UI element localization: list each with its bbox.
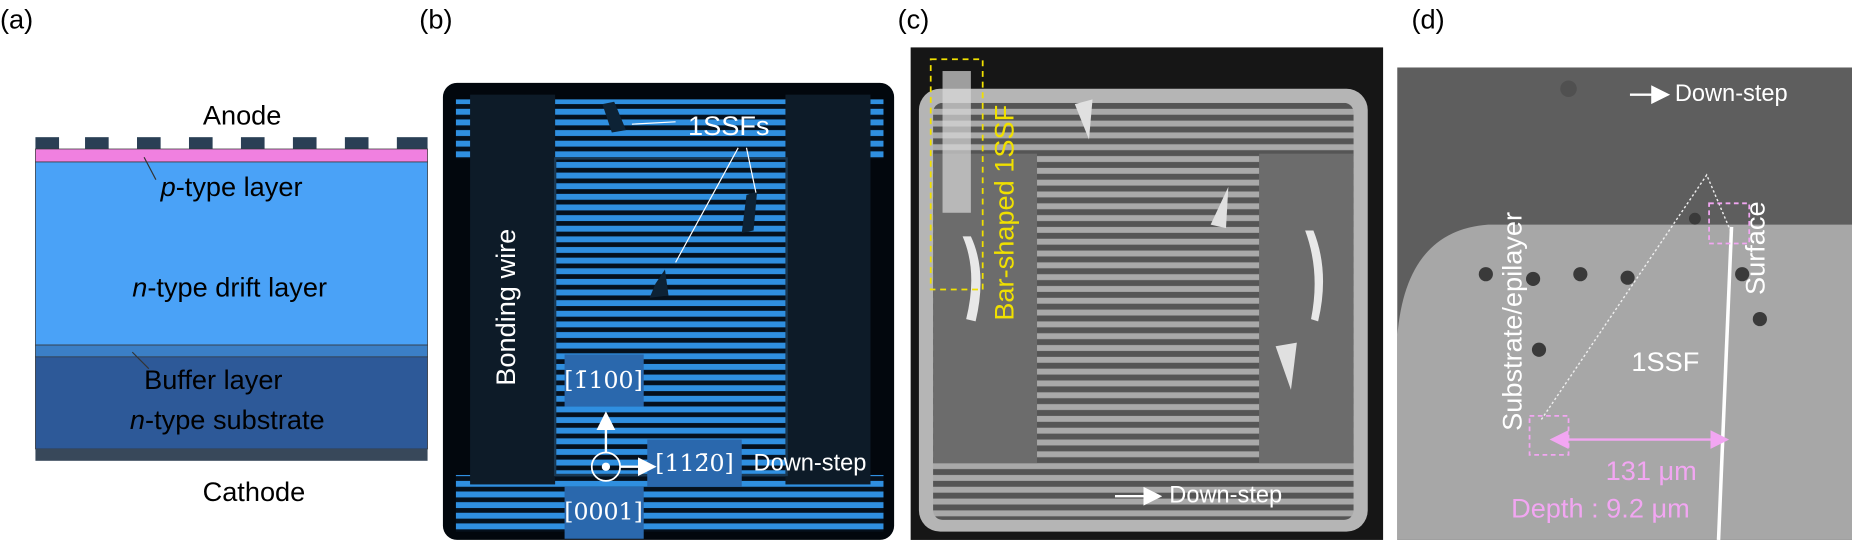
- panel-b: (b) 1SSFs Bonding wire [1̄100] [112̄0] […: [419, 4, 895, 540]
- down-step-label: Down-step: [1169, 482, 1282, 508]
- panel-label: (d): [1411, 4, 1444, 35]
- down-step-label: Down-step: [754, 451, 867, 477]
- interface-label: Substrate/epilayer: [1496, 212, 1527, 431]
- cathode-label: Cathode: [203, 476, 306, 507]
- buffer-layer: [35, 344, 428, 358]
- cathode-layer: [35, 448, 428, 461]
- buffer-layer-label: Buffer layer: [144, 364, 282, 395]
- drift-layer-label: n-type drift layer: [132, 272, 327, 303]
- anode-label: Anode: [203, 99, 282, 130]
- width-label: 131 μm: [1606, 455, 1697, 486]
- ssf-label: 1SSFs: [688, 110, 770, 141]
- ssf-label: 1SSF: [1631, 346, 1699, 377]
- p-layer-label: p-type layer: [160, 171, 303, 202]
- panel-a: (a) Anode p-type layer n-type drift laye…: [0, 4, 428, 507]
- bar-ssf-label: Bar-shaped 1SSF: [988, 105, 1019, 321]
- direction-label: [0001]: [564, 497, 643, 525]
- substrate-label: n-type substrate: [130, 404, 325, 435]
- anode-contacts: [35, 137, 428, 149]
- panel-label: (a): [0, 4, 33, 35]
- drift-layer: [35, 161, 428, 346]
- panel-c: (c) Bar-shaped 1SSF Down-step: [898, 4, 1384, 540]
- direction-label: [1̄100]: [564, 366, 643, 394]
- down-step-label: Down-step: [1675, 81, 1788, 107]
- substrate-layer: [35, 356, 428, 450]
- bonding-wire-label: Bonding wire: [490, 229, 521, 386]
- panel-label: (c): [898, 4, 930, 35]
- panel-d: (d) Down-step Substrate/epilayer Surface…: [1397, 4, 1852, 541]
- p-layer: [35, 148, 428, 163]
- depth-label: Depth : 9.2 μm: [1511, 493, 1690, 524]
- direction-label: [112̄0]: [655, 449, 734, 477]
- panel-label: (b): [419, 4, 452, 35]
- surface-label: Surface: [1740, 201, 1771, 295]
